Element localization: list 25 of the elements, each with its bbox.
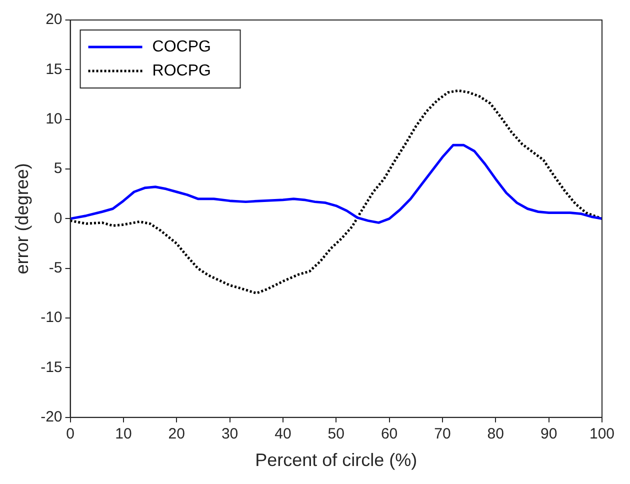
y-tick-label: -15 <box>40 358 62 376</box>
x-tick-label: 10 <box>115 426 132 443</box>
line-series <box>70 89 602 294</box>
x-tick-label: 60 <box>380 426 398 443</box>
y-tick-label: -10 <box>40 309 62 326</box>
y-tick-label: 10 <box>46 110 62 128</box>
x-tick-label: 30 <box>221 426 238 443</box>
x-tick-label: 70 <box>434 426 451 443</box>
y-tick-label: -5 <box>48 260 62 277</box>
y-tick-label: -20 <box>40 408 62 426</box>
x-tick-label: 0 <box>66 426 74 443</box>
x-tick-label: 80 <box>487 426 504 443</box>
y-axis-title: error (degree) <box>12 163 32 274</box>
y-tick-label: 20 <box>46 11 62 28</box>
legend-label: ROCPG <box>152 62 211 80</box>
x-tick-label: 20 <box>168 426 185 443</box>
x-axis-title: Percent of circle (%) <box>255 450 418 470</box>
x-tick-label: 100 <box>589 426 615 443</box>
y-tick-label: 5 <box>54 160 62 178</box>
y-tick-label: 15 <box>46 60 62 78</box>
legend-label: COCPG <box>152 38 211 56</box>
x-tick-label: 90 <box>540 426 558 443</box>
y-tick-label: 0 <box>54 210 62 227</box>
x-tick-label: 50 <box>328 426 344 443</box>
x-tick-label: 40 <box>274 426 292 443</box>
